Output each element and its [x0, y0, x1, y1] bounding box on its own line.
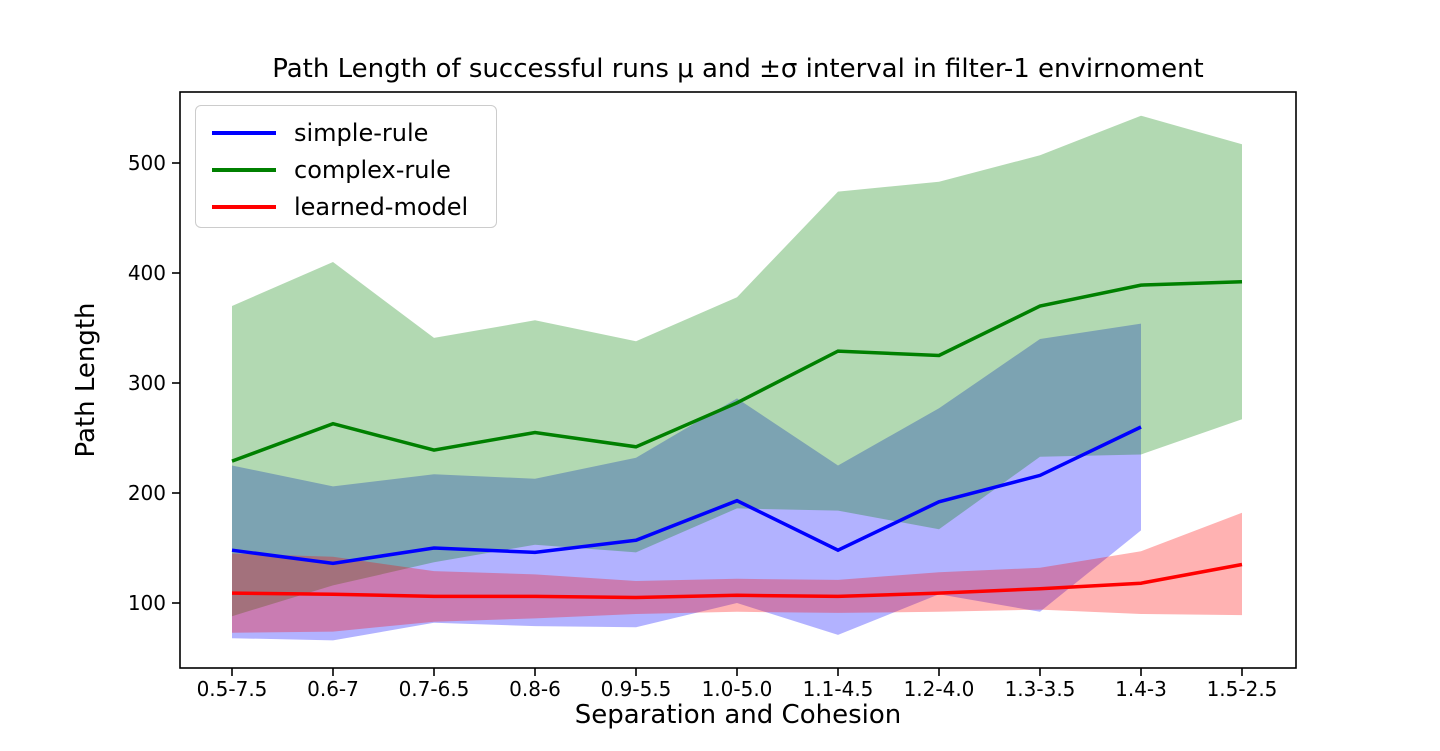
x-tick-label: 1.2-4.0 [903, 677, 975, 701]
x-axis-label: Separation and Cohesion [574, 700, 902, 730]
x-tick-label: 1.4-3 [1115, 677, 1167, 701]
legend-line-sample-blue [212, 130, 276, 135]
band-learned-model [232, 512, 1242, 633]
legend-line-sample-green [212, 167, 276, 172]
x-tick-label: 1.1-4.5 [802, 677, 874, 701]
y-tick-label: 500 [127, 151, 166, 175]
band-complex-rule [232, 115, 1242, 617]
mean-lines [231, 280, 1243, 600]
x-tick-label: 0.9-5.5 [600, 677, 672, 701]
x-tick-label: 1.3-3.5 [1004, 677, 1076, 701]
legend-item-simple-rule: simple-rule [196, 114, 496, 151]
x-tick-label: 0.5-7.5 [196, 677, 268, 701]
legend-label: simple-rule [294, 118, 429, 147]
x-tick-label: 0.7-6.5 [398, 677, 470, 701]
mean-line-simple-rule [231, 425, 1142, 566]
x-tick-label: 1.0-5.0 [701, 677, 773, 701]
legend-line-sample-red [212, 204, 276, 209]
legend-item-learned-model: learned-model [196, 188, 496, 225]
y-tick-label: 300 [127, 371, 166, 395]
mean-line-learned-model [231, 562, 1243, 600]
y-tick-label: 400 [127, 261, 166, 285]
x-tick-label: 0.6-7 [307, 677, 359, 701]
axes-frame [172, 91, 1297, 676]
sigma-bands [232, 115, 1242, 641]
legend: simple-rule complex-rule learned-model [195, 105, 497, 228]
mean-line-complex-rule [231, 280, 1243, 463]
band-simple-rule [232, 323, 1141, 641]
plot-frame [179, 91, 1297, 669]
x-tick-label: 1.5-2.5 [1206, 677, 1278, 701]
legend-label: learned-model [294, 192, 469, 221]
y-tick-label: 100 [127, 591, 166, 615]
x-tick-label: 0.8-6 [509, 677, 561, 701]
legend-item-complex-rule: complex-rule [196, 151, 496, 188]
legend-label: complex-rule [294, 155, 451, 184]
chart-title: Path Length of successful runs μ and ±σ … [272, 54, 1204, 84]
y-tick-label: 200 [127, 481, 166, 505]
y-axis-label: Path Length [71, 302, 101, 458]
